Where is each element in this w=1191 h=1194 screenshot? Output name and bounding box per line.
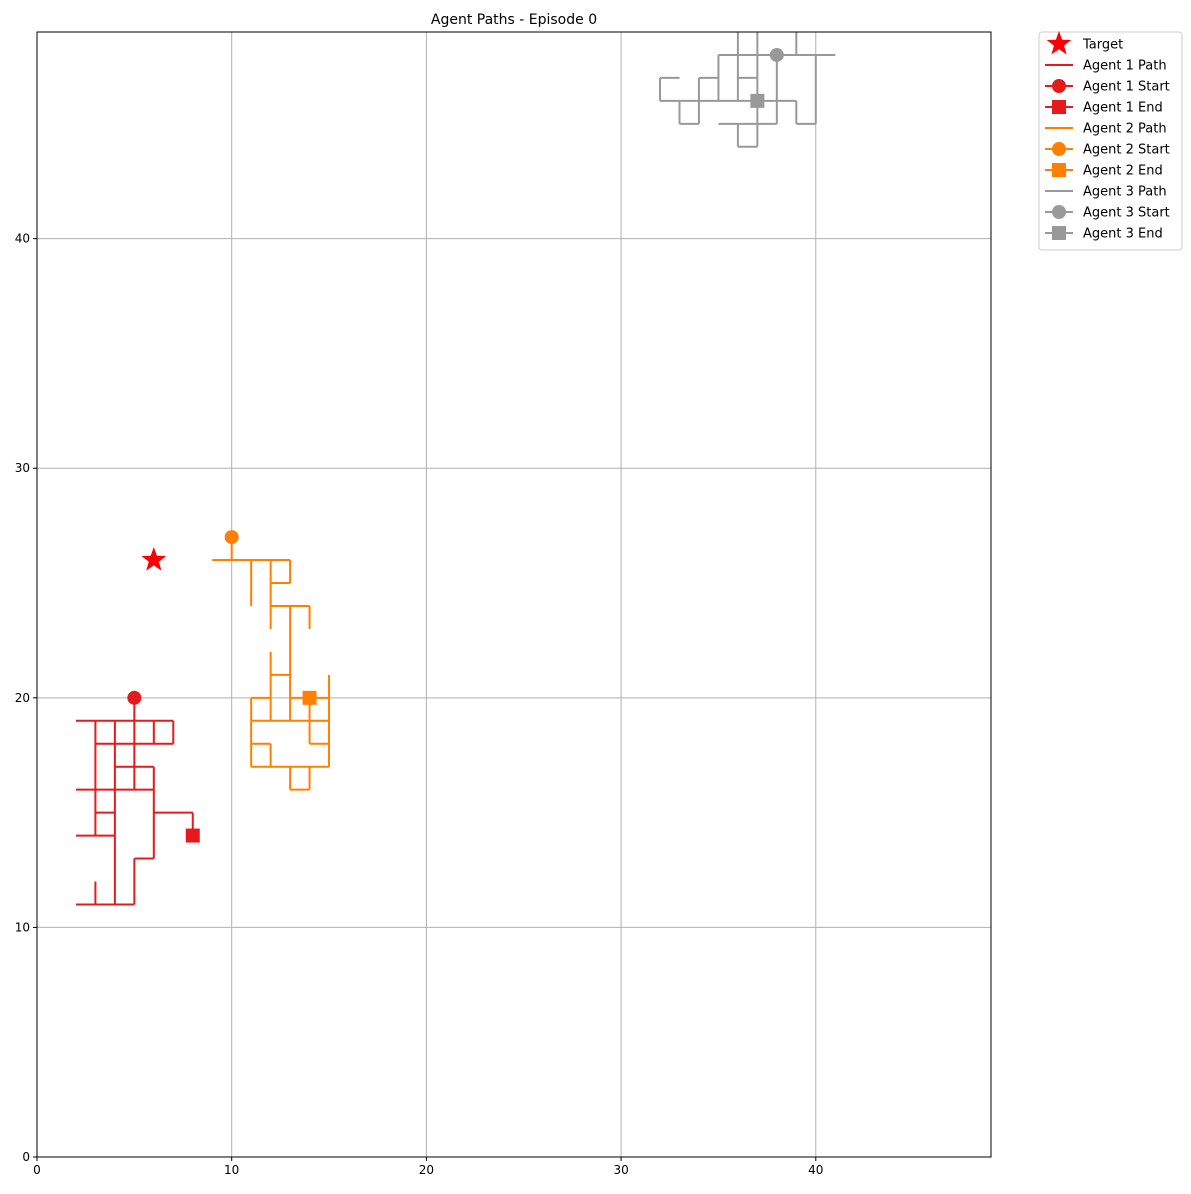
paths-layer bbox=[75, 32, 836, 906]
legend-label: Agent 3 Path bbox=[1083, 185, 1167, 200]
legend-start-icon bbox=[1052, 205, 1066, 219]
y-tick-label: 40 bbox=[15, 232, 30, 246]
ticks-layer: 0 10 20 30 40 0 10 20 30 40 bbox=[15, 232, 824, 1177]
legend-label: Agent 1 End bbox=[1083, 101, 1163, 116]
grid-layer bbox=[37, 32, 991, 1157]
legend-label: Agent 3 Start bbox=[1083, 206, 1170, 221]
legend-label: Target bbox=[1082, 38, 1123, 53]
legend-label: Agent 1 Start bbox=[1083, 80, 1170, 95]
legend-label: Agent 2 Path bbox=[1083, 122, 1167, 137]
y-tick-label: 0 bbox=[22, 1150, 30, 1164]
x-tick-label: 0 bbox=[33, 1163, 41, 1177]
legend-box bbox=[1038, 31, 1183, 251]
legend-end-icon bbox=[1052, 226, 1066, 240]
markers-layer bbox=[127, 47, 784, 843]
agent-3-end-marker bbox=[750, 93, 765, 108]
legend-label: Agent 3 End bbox=[1083, 227, 1163, 242]
x-tick-label: 20 bbox=[419, 1163, 434, 1177]
target-star-marker bbox=[141, 547, 167, 571]
legend: Target Agent 1 Path Agent 1 Start Agent 1 E… bbox=[1038, 31, 1183, 251]
x-tick-label: 10 bbox=[224, 1163, 239, 1177]
agent-2-end-marker bbox=[302, 690, 317, 705]
agent-1-end-marker bbox=[185, 828, 200, 843]
agent-1-start-marker bbox=[127, 690, 142, 705]
x-tick-label: 30 bbox=[613, 1163, 628, 1177]
legend-label: Agent 2 End bbox=[1083, 164, 1163, 179]
agent-3-start-marker bbox=[769, 47, 784, 62]
legend-start-icon bbox=[1052, 79, 1066, 93]
agent-2-start-marker bbox=[224, 530, 239, 545]
x-tick-label: 40 bbox=[808, 1163, 823, 1177]
y-tick-label: 30 bbox=[15, 461, 30, 475]
y-tick-label: 20 bbox=[15, 691, 30, 705]
legend-start-icon bbox=[1052, 142, 1066, 156]
legend-end-icon bbox=[1052, 163, 1066, 177]
legend-label: Agent 1 Path bbox=[1083, 59, 1167, 74]
legend-end-icon bbox=[1052, 100, 1066, 114]
chart-title: Agent Paths - Episode 0 bbox=[431, 12, 597, 28]
legend-label: Agent 2 Start bbox=[1083, 143, 1170, 158]
y-tick-label: 10 bbox=[15, 920, 30, 934]
legend-target-icon bbox=[1046, 31, 1072, 55]
plot-frame bbox=[36, 31, 992, 1158]
